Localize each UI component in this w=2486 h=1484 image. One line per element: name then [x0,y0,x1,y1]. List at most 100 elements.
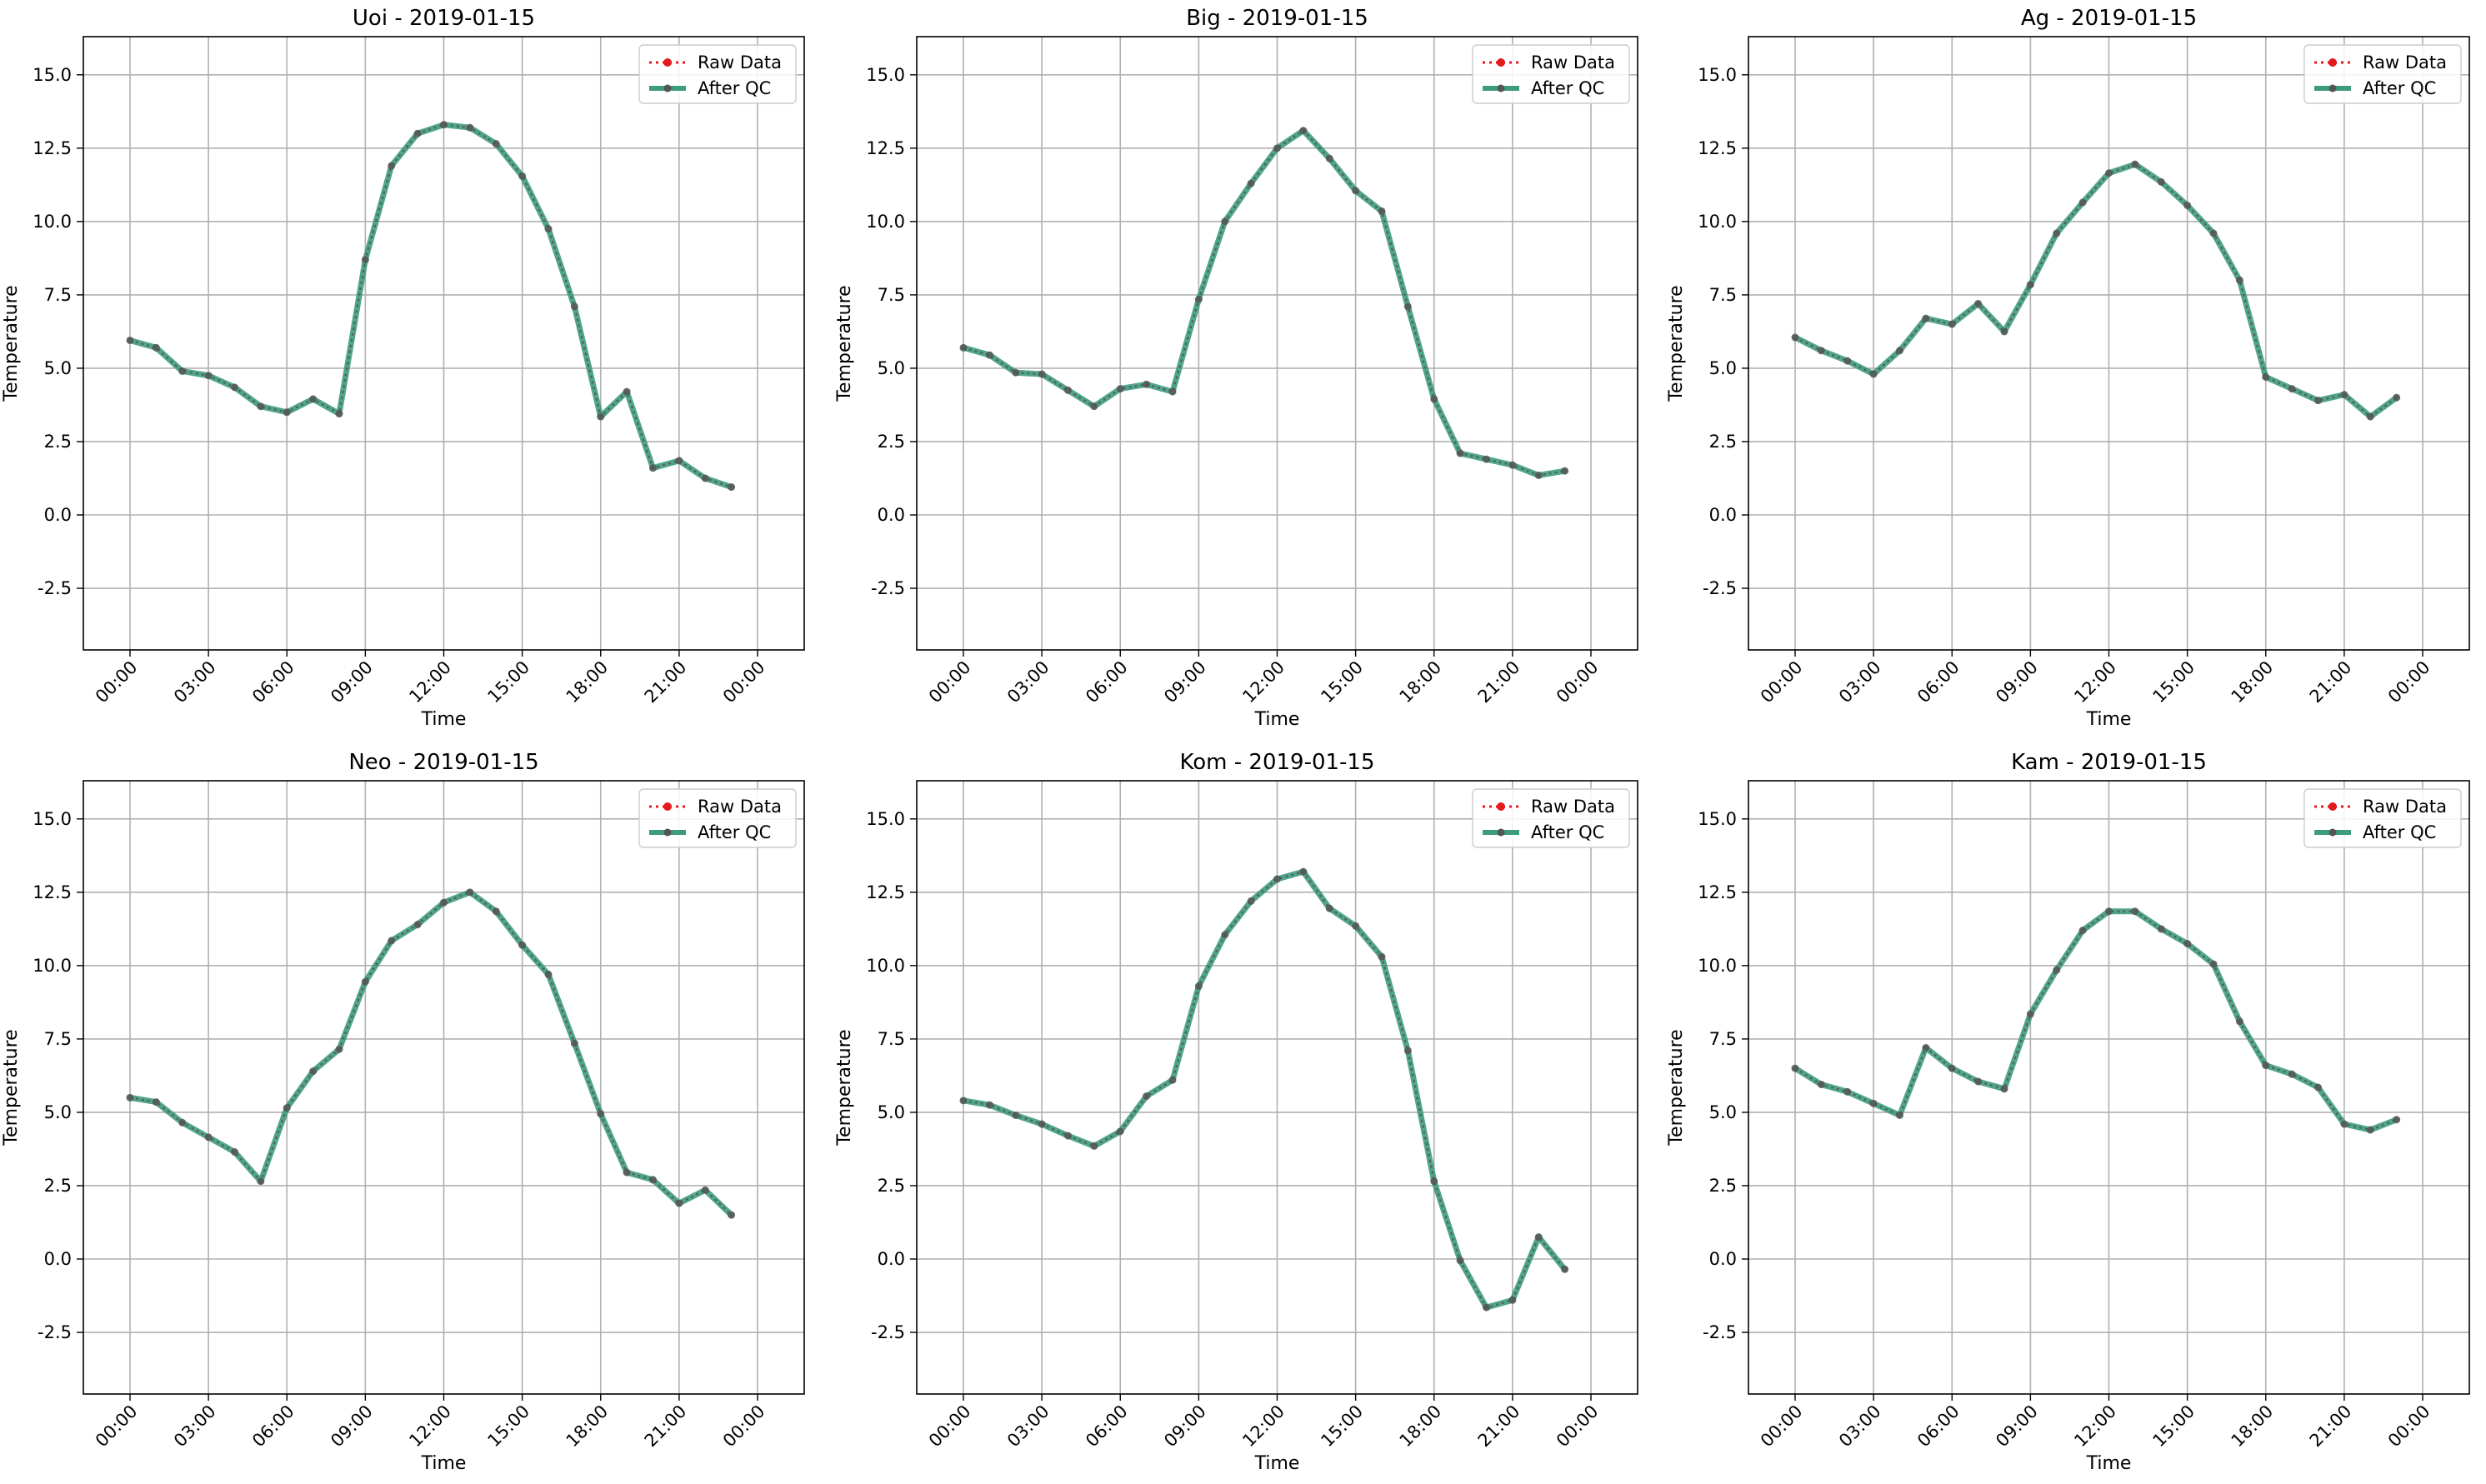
data-point [2288,385,2296,393]
x-tick-label: 15:00 [2148,1402,2198,1452]
x-tick-label: 15:00 [2148,657,2198,707]
x-axis-label: Time [1254,709,1300,730]
y-tick-label: 15.0 [33,809,72,829]
after-qc-line [960,127,1568,478]
grid [917,37,1638,650]
y-tick-label: 10.0 [866,212,905,232]
y-tick-label: 7.5 [1709,285,1737,305]
legend-raw-marker [1497,802,1505,811]
y-tick-label: 0.0 [1709,505,1737,525]
raw-data-line [963,870,1566,1309]
x-tick-label: 03:00 [1835,1402,1885,1452]
x-tick-label: 00:00 [719,657,769,707]
data-point [1430,1177,1438,1186]
data-point [1869,370,1878,378]
raw-data-line [129,891,733,1217]
y-tick-label: 7.5 [878,1029,905,1049]
x-axis-label: Time [1254,1453,1300,1474]
series-after-qc [959,127,1569,479]
grid [917,781,1638,1394]
legend: Raw Data After QC [1472,44,1630,104]
x-tick-label: 12:00 [1238,657,1288,707]
legend-label-raw: Raw Data [698,797,782,817]
axes-frame [1748,780,2470,1395]
x-tick-label: 06:00 [1082,1402,1132,1452]
legend: Raw Data After QC [638,44,797,104]
x-tick-label: 00:00 [1757,657,1807,707]
legend: Raw Data After QC [2303,44,2462,104]
x-tick-label: 03:00 [170,1402,220,1452]
x-tick-label: 18:00 [1396,1402,1446,1452]
data-point [570,302,578,311]
x-tick-label: 06:00 [1913,657,1963,707]
subplot-title: Kam - 2019-01-15 [2011,750,2207,775]
series-after-qc [126,121,736,492]
y-axis-label: Temperature [1666,1029,1687,1146]
grid [1748,37,2469,650]
x-tick-label: 00:00 [1757,1402,1807,1452]
subplot-title: Ag - 2019-01-15 [2021,6,2197,31]
y-tick-label: 5.0 [44,358,72,378]
x-tick-label: 18:00 [563,657,613,707]
grid [83,781,804,1394]
data-point [1038,370,1046,378]
y-tick-label: 7.5 [44,1029,72,1049]
x-tick-label: 06:00 [248,1402,298,1452]
grid [1748,781,2469,1394]
x-axis: 00:00 03:00 06:00 09:00 12:00 15:00 18:00 21:00… [925,650,1603,707]
axes-frame [83,780,805,1395]
y-axis: -2.5 0.0 2.5 5.0 7.5 10.0 12.5 15.0 [1698,809,1748,1342]
series-raw-data [129,891,733,1217]
subplot-title: Kom - 2019-01-15 [1180,750,1375,775]
y-tick-label: 0.0 [44,1249,72,1269]
y-tick-label: 0.0 [44,505,72,525]
legend-raw-marker [663,802,672,811]
y-tick-label: 7.5 [878,285,905,305]
x-tick-label: 09:00 [1992,1402,2042,1452]
x-tick-label: 06:00 [1082,657,1132,707]
legend-label-qc: After QC [698,822,771,842]
x-axis: 00:00 03:00 06:00 09:00 12:00 15:00 18:00 21:00… [925,1394,1603,1451]
y-tick-label: 12.5 [866,138,905,158]
after-qc-line [1792,161,2400,420]
y-tick-label: 10.0 [1698,956,1737,976]
legend: Raw Data After QC [1472,788,1630,848]
x-tick-label: 12:00 [2070,657,2120,707]
x-tick-label: 00:00 [925,1402,975,1452]
after-qc-line [960,868,1568,1311]
grid [83,37,804,650]
subplot-1: Uoi - 2019-01-15 00:00 03:00 06:00 09:00 12:0… [1,6,805,730]
legend-raw-marker [663,58,672,67]
subplot-5: Kom - 2019-01-15 00:00 03:00 06:00 09:00 12:0… [834,750,1638,1474]
legend-qc-marker [1497,828,1505,837]
y-tick-label: 2.5 [878,1176,905,1196]
y-tick-label: 12.5 [33,138,72,158]
data-point [466,888,474,897]
x-tick-label: 21:00 [641,1402,691,1452]
y-tick-label: 12.5 [33,882,72,902]
series-raw-data [129,123,733,488]
y-axis-label: Temperature [1,1029,22,1146]
y-tick-label: 2.5 [1709,432,1737,452]
data-point [335,410,343,418]
raw-data-line [1794,162,2398,418]
data-point [1483,455,1490,463]
x-tick-label: 21:00 [2306,657,2356,707]
x-tick-label: 15:00 [1317,1402,1367,1452]
legend: Raw Data After QC [2303,788,2462,848]
y-tick-label: 15.0 [1698,65,1737,85]
x-tick-label: 00:00 [1553,1402,1603,1452]
legend-label-raw: Raw Data [698,52,782,72]
x-tick-label: 06:00 [248,657,298,707]
data-point [1508,1296,1517,1304]
x-tick-label: 06:00 [1913,1402,1963,1452]
x-tick-label: 15:00 [1317,657,1367,707]
raw-data-line [1794,910,2398,1132]
y-tick-label: 5.0 [44,1102,72,1122]
x-tick-label: 12:00 [2070,1402,2120,1452]
y-tick-label: 7.5 [44,285,72,305]
legend-label-qc: After QC [1531,822,1604,842]
y-axis: -2.5 0.0 2.5 5.0 7.5 10.0 12.5 15.0 [33,809,83,1342]
series-raw-data [1794,910,2398,1132]
